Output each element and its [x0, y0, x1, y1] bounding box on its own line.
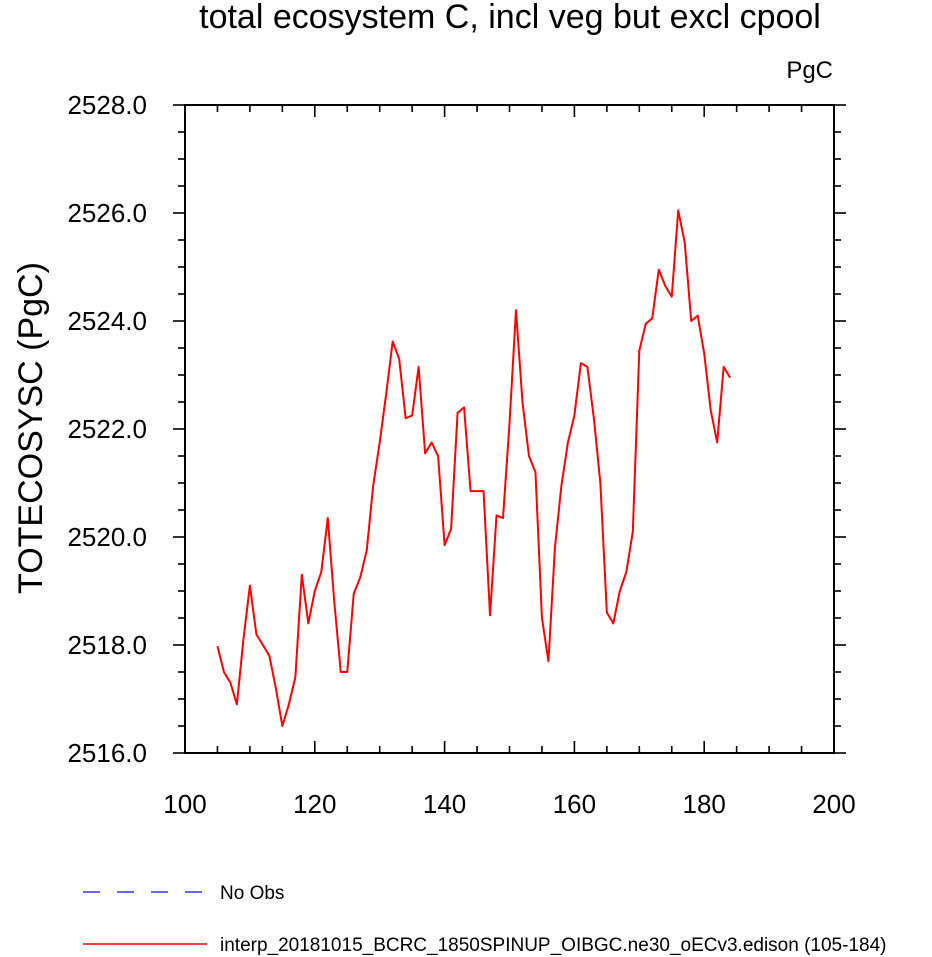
y-tick-label: 2522.0: [67, 414, 147, 444]
y-axis-tick-labels: 2516.0 2518.0 2520.0 2522.0 2524.0 2526.0 2528…: [67, 90, 147, 768]
x-axis-tick-labels: 100 120 140 160 180 200: [163, 789, 855, 819]
x-tick-label: 200: [812, 789, 855, 819]
x-tick-label: 100: [163, 789, 206, 819]
x-tick-label: 180: [683, 789, 726, 819]
y-tick-label: 2520.0: [67, 522, 147, 552]
units-label: PgC: [786, 57, 833, 84]
x-tick-label: 120: [293, 789, 336, 819]
y-tick-label: 2516.0: [67, 738, 147, 768]
axis-ticks: [173, 104, 846, 754]
legend: No Obs interp_20181015_BCRC_1850SPINUP_O…: [83, 883, 886, 956]
y-tick-label: 2524.0: [67, 306, 147, 336]
chart-title: total ecosystem C, incl veg but excl cpo…: [199, 0, 821, 36]
y-axis-label: TOTECOSYSC (PgC): [12, 262, 50, 594]
y-tick-label: 2526.0: [67, 198, 147, 228]
plot-frame: [184, 104, 835, 754]
y-tick-label: 2518.0: [67, 630, 147, 660]
x-tick-label: 160: [553, 789, 596, 819]
series-line-1: [216, 209, 732, 727]
y-tick-label: 2528.0: [67, 90, 147, 120]
series-lines: [216, 209, 732, 727]
legend-label-no-obs: No Obs: [220, 883, 284, 904]
x-tick-label: 140: [423, 789, 466, 819]
legend-label-model: interp_20181015_BCRC_1850SPINUP_OIBGC.ne…: [220, 935, 886, 956]
